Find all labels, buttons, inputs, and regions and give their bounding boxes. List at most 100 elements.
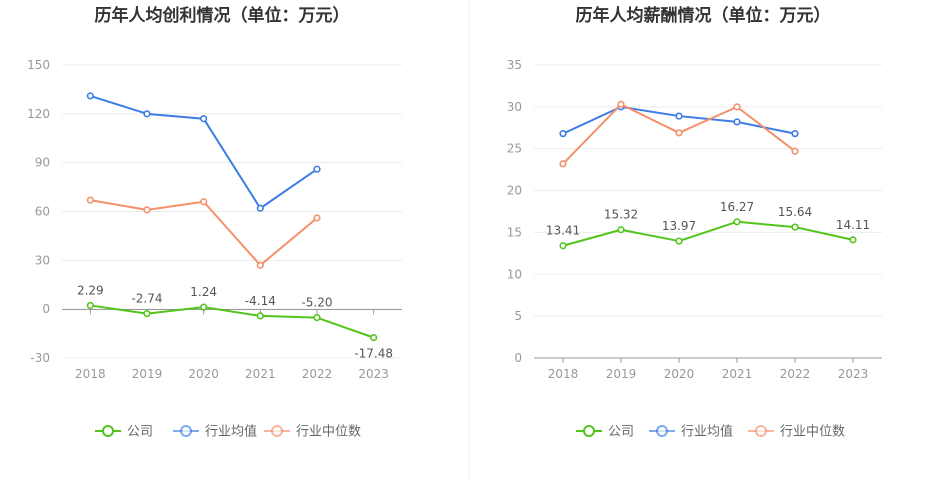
data-point[interactable]: [256, 312, 264, 320]
data-label: -2.74: [131, 292, 162, 306]
data-point[interactable]: [200, 115, 208, 123]
series-line: [90, 94, 318, 210]
data-point[interactable]: [559, 160, 567, 168]
data-label: 15.32: [604, 208, 638, 222]
chart-title: 历年人均薪酬情况（单位：万元）: [576, 5, 831, 26]
y-gridlines: 35 30 25 20 15 10 5 0: [507, 58, 882, 365]
x-tick-label: 2021: [245, 367, 276, 381]
y-tick-label: 90: [35, 156, 50, 170]
data-point[interactable]: [143, 206, 151, 214]
legend: 公司 行业均值 行业中位数: [95, 424, 361, 440]
legend-label: 行业中位数: [296, 425, 361, 440]
legend-marker: [102, 425, 114, 437]
data-label: 1.24: [190, 285, 217, 299]
data-point[interactable]: [849, 236, 857, 244]
y-tick-label: 30: [507, 100, 522, 114]
chart-profit-per-capita: 历年人均创利情况（单位：万元） 150 120 90 60 30 0 -30 2018 2019…: [27, 5, 402, 440]
data-point[interactable]: [200, 198, 208, 206]
legend-marker: [583, 425, 595, 437]
y-tick-label: 60: [35, 205, 50, 219]
legend-item[interactable]: 行业中位数: [264, 425, 361, 440]
x-tick-label: 2020: [664, 367, 695, 381]
y-gridlines: 150 120 90 60 30 0 -30: [27, 58, 402, 365]
legend-label: 公司: [608, 425, 634, 440]
x-tick-label: 2020: [188, 367, 219, 381]
y-tick-label: 0: [514, 351, 522, 365]
data-label: 15.64: [778, 205, 812, 219]
y-tick-label: 10: [507, 267, 522, 281]
data-point[interactable]: [791, 223, 799, 231]
data-label: -4.14: [245, 294, 276, 308]
data-point[interactable]: [675, 237, 683, 245]
x-tick-labels: 2018 2019 2020 2021 2022 2023: [548, 358, 869, 381]
data-point[interactable]: [313, 165, 321, 173]
y-tick-label: -30: [30, 351, 50, 365]
data-label: -17.48: [354, 347, 393, 361]
data-point[interactable]: [675, 112, 683, 120]
data-point[interactable]: [86, 301, 94, 310]
x-tick-label: 2019: [132, 367, 163, 381]
data-label: 14.11: [836, 218, 870, 232]
series-company: 2.29 -2.74 1.24 -4.14 -5.20 -17.48: [77, 283, 393, 360]
data-point[interactable]: [791, 130, 799, 138]
data-point[interactable]: [313, 214, 321, 222]
series-line: [562, 220, 854, 247]
legend-item[interactable]: 行业中位数: [748, 425, 845, 440]
legend-item[interactable]: 行业均值: [649, 424, 733, 440]
legend-marker: [755, 425, 767, 437]
legend-label: 行业中位数: [780, 425, 845, 440]
data-point[interactable]: [791, 147, 799, 155]
legend: 公司 行业均值 行业中位数: [576, 424, 845, 440]
data-point[interactable]: [733, 118, 741, 126]
y-tick-label: 5: [514, 309, 522, 323]
data-point[interactable]: [733, 218, 741, 226]
x-tick-label: 2021: [722, 367, 753, 381]
legend-label: 行业均值: [681, 424, 733, 440]
series-line: [90, 304, 374, 339]
data-point[interactable]: [617, 100, 625, 108]
data-point[interactable]: [143, 310, 151, 318]
data-point[interactable]: [200, 303, 208, 311]
series-industry-median: [86, 196, 321, 269]
legend-item[interactable]: 公司: [95, 425, 153, 440]
x-tick-label: 2023: [358, 367, 389, 381]
x-tick-label: 2022: [302, 367, 333, 381]
legend-label: 行业均值: [205, 424, 257, 440]
legend-item[interactable]: 行业均值: [173, 424, 257, 440]
data-point[interactable]: [559, 130, 567, 138]
data-point[interactable]: [313, 314, 321, 322]
x-tick-labels: 2018 2019 2020 2021 2022 2023: [75, 309, 389, 381]
series-company: 13.41 15.32 13.97 16.27 15.64 14.11: [546, 200, 870, 250]
data-label: 16.27: [720, 200, 754, 214]
x-tick-label: 2022: [780, 367, 811, 381]
data-point[interactable]: [733, 103, 741, 111]
y-tick-label: 35: [507, 58, 522, 72]
data-point[interactable]: [559, 242, 567, 250]
data-point[interactable]: [617, 226, 625, 234]
data-label: -5.20: [301, 296, 332, 310]
x-tick-label: 2018: [548, 367, 579, 381]
data-label: 2.29: [77, 283, 104, 297]
y-tick-label: 150: [27, 58, 50, 72]
data-point[interactable]: [256, 261, 264, 269]
x-tick-label: 2018: [75, 367, 106, 381]
data-point[interactable]: [370, 334, 378, 342]
x-tick-label: 2023: [838, 367, 869, 381]
y-tick-label: 15: [507, 225, 522, 239]
data-point[interactable]: [256, 204, 264, 212]
legend-marker: [180, 425, 192, 437]
data-point[interactable]: [675, 129, 683, 137]
y-tick-label: 0: [42, 302, 50, 316]
y-tick-label: 120: [27, 107, 50, 121]
data-point[interactable]: [143, 110, 151, 118]
data-point[interactable]: [86, 196, 94, 204]
y-tick-label: 20: [507, 184, 522, 198]
y-tick-label: 30: [35, 253, 50, 267]
series-industry-mean: [86, 92, 321, 212]
legend-label: 公司: [127, 425, 153, 440]
data-point[interactable]: [86, 92, 94, 100]
y-tick-label: 25: [507, 142, 522, 156]
legend-item[interactable]: 公司: [576, 425, 634, 440]
